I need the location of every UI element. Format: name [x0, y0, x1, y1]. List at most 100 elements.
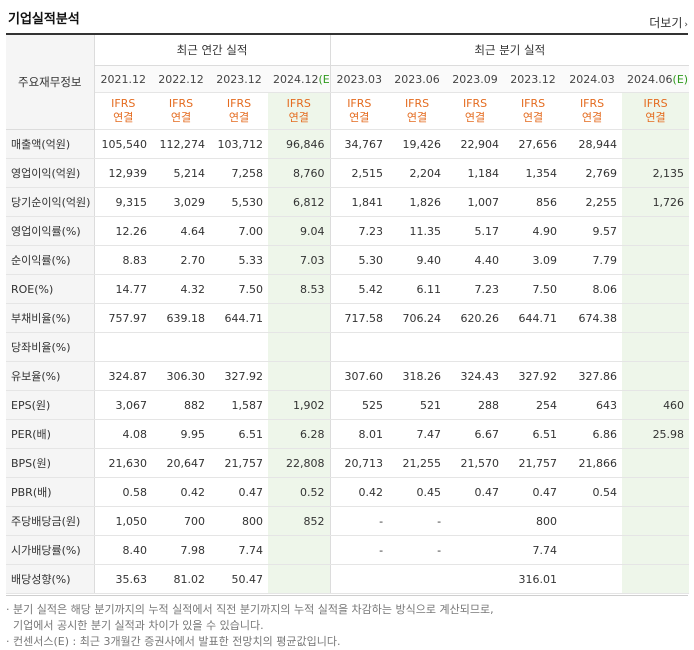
table-cell: 8.83 [94, 245, 152, 275]
period-label: 2024.03 [569, 72, 615, 86]
table-cell: 700 [152, 506, 210, 536]
period-label: 2023.12 [510, 72, 556, 86]
table-row: 당좌비율(%) [6, 332, 690, 362]
footnote-1: · 분기 실적은 해당 분기까지의 누적 실적에서 직전 분기까지의 누적 실적… [6, 603, 494, 616]
row-label: 당좌비율(%) [6, 332, 95, 362]
table-cell: - [329, 535, 389, 565]
table-cell: 7.03 [268, 245, 331, 275]
table-cell: 22,904 [446, 129, 505, 159]
row-label: PER(배) [6, 419, 95, 449]
table-cell [268, 535, 331, 565]
table-cell: 14.77 [94, 274, 152, 304]
table-cell [446, 564, 505, 594]
table-cell: 327.86 [562, 361, 623, 391]
table-row: PBR(배) 0.58 0.42 0.47 0.52 0.42 0.45 0.47 0.47 0.… [6, 477, 690, 507]
table-cell: 3,067 [94, 390, 152, 420]
table-cell: - [388, 506, 447, 536]
table-cell: 96,846 [268, 129, 331, 159]
consolidated-label: 연결 [228, 111, 250, 124]
financial-table: 주요재무정보 최근 연간 실적 최근 분기 실적 2021.12 2022.12 2… [6, 35, 690, 594]
quarterly-group-header: 최근 분기 실적 [329, 35, 690, 66]
consolidated-label: 연결 [645, 111, 666, 124]
table-cell: 0.52 [268, 477, 331, 507]
more-link[interactable]: 더보기 › [649, 14, 688, 31]
ifrs-label: IFRS [347, 97, 372, 110]
label-header: 주요재무정보 [6, 35, 95, 130]
table-row: PER(배) 4.08 9.95 6.51 6.28 8.01 7.47 6.67 6.51 6.… [6, 419, 690, 449]
table-cell [622, 448, 690, 478]
ifrs-header: IFRS 연결 [94, 92, 152, 130]
table-cell [622, 361, 690, 391]
table-cell: 318.26 [388, 361, 447, 391]
table-cell: 7.47 [388, 419, 447, 449]
table-cell: 103,712 [210, 129, 268, 159]
row-label: PBR(배) [6, 477, 95, 507]
ifrs-label: IFRS [111, 97, 136, 110]
table-cell: 316.01 [504, 564, 563, 594]
table-cell: 7.23 [329, 216, 389, 246]
row-label: 유보율(%) [6, 361, 95, 391]
table-row: 당기순이익(억원) 9,315 3,029 5,530 6,812 1,841 1,826 1… [6, 187, 690, 217]
footnote-2: 기업에서 공시한 분기 실적과 차이가 있을 수 있습니다. [6, 619, 264, 632]
table-cell: 7.79 [562, 245, 623, 275]
more-label[interactable]: 더보기 [649, 16, 683, 30]
ifrs-header: IFRS 연결 [446, 92, 505, 130]
table-cell: 6.28 [268, 419, 331, 449]
table-cell [268, 332, 331, 362]
ifrs-label: IFRS [226, 97, 252, 110]
table-cell [622, 129, 690, 159]
section-title: 기업실적분석 [8, 12, 80, 27]
table-cell: 7.98 [152, 535, 210, 565]
table-cell [329, 564, 389, 594]
ifrs-header: IFRS 연결 [210, 92, 268, 130]
table-cell [388, 332, 447, 362]
consolidated-label: 연결 [581, 111, 603, 124]
table-cell: 11.35 [388, 216, 447, 246]
table-cell: 1,841 [329, 187, 389, 217]
table-cell [562, 506, 623, 536]
table-cell: 25.98 [622, 419, 690, 449]
period-header: 2023.12 [504, 65, 563, 93]
ifrs-header: IFRS 연결 [329, 92, 389, 130]
ifrs-header: IFRS 연결 [388, 92, 447, 130]
ifrs-header: IFRS 연결 [268, 92, 331, 130]
table-cell: 6.51 [210, 419, 268, 449]
table-cell: 9,315 [94, 187, 152, 217]
table-cell: 7,258 [210, 158, 268, 188]
estimate-mark: (E) [318, 72, 331, 86]
table-cell [388, 564, 447, 594]
table-cell: 8.40 [94, 535, 152, 565]
table-cell: 12.26 [94, 216, 152, 246]
ifrs-label: IFRS [168, 97, 194, 110]
table-cell: 6.51 [504, 419, 563, 449]
table-row: 영업이익(억원) 12,939 5,214 7,258 8,760 2,515 2,204 1… [6, 158, 690, 188]
table-cell: 800 [210, 506, 268, 536]
table-cell: 1,587 [210, 390, 268, 420]
table-cell: 643 [562, 390, 623, 420]
table-cell: 8.01 [329, 419, 389, 449]
table-cell: 0.42 [329, 477, 389, 507]
table-cell [268, 303, 331, 333]
table-cell: 12,939 [94, 158, 152, 188]
table-cell [562, 564, 623, 594]
table-cell: 5.33 [210, 245, 268, 275]
table-cell: 9.40 [388, 245, 447, 275]
table-cell: 324.87 [94, 361, 152, 391]
table-cell [622, 564, 690, 594]
table-cell: 4.32 [152, 274, 210, 304]
ifrs-label: IFRS [520, 97, 546, 110]
table-cell: 324.43 [446, 361, 505, 391]
table-cell: - [329, 506, 389, 536]
period-header: 2023.12 [210, 65, 268, 93]
table-cell: - [388, 535, 447, 565]
ifrs-header: IFRS 연결 [562, 92, 623, 130]
table-cell: 3,029 [152, 187, 210, 217]
table-cell: 852 [268, 506, 331, 536]
ifrs-label: IFRS [643, 97, 668, 110]
table-cell [622, 216, 690, 246]
table-cell [152, 332, 210, 362]
table-cell [504, 332, 563, 362]
table-cell: 0.47 [446, 477, 505, 507]
table-row: BPS(원) 21,630 20,647 21,757 22,808 20,713 21,2… [6, 448, 690, 478]
chevron-right-icon: › [684, 20, 688, 30]
